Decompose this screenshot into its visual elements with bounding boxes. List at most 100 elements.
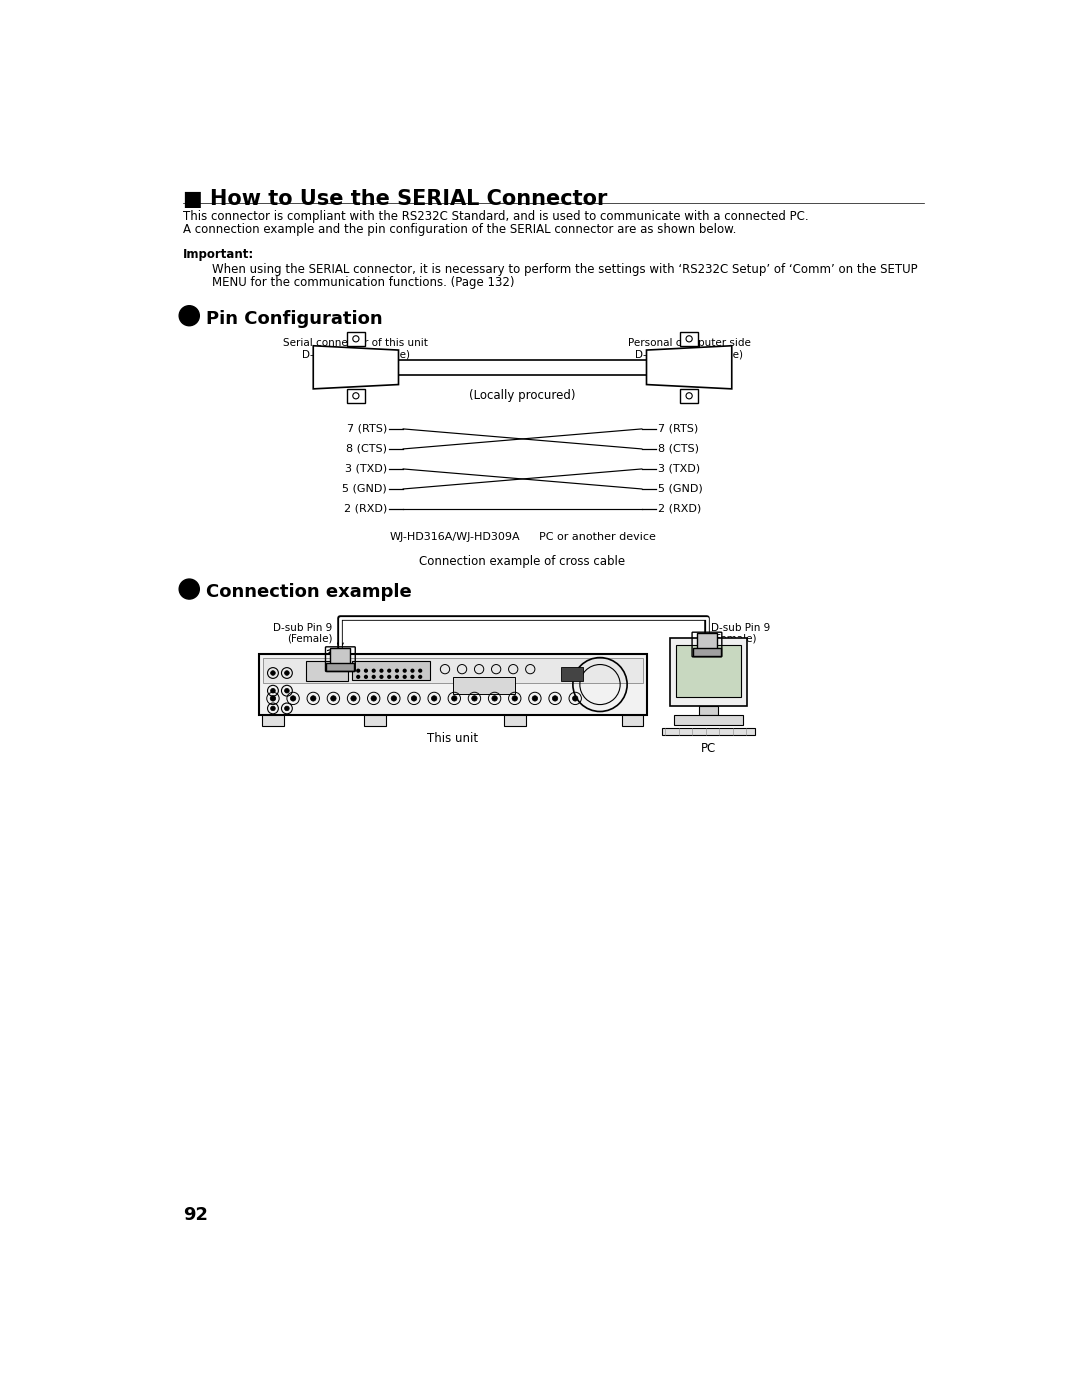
- Bar: [674, 715, 743, 725]
- Circle shape: [271, 688, 275, 693]
- Circle shape: [365, 669, 367, 672]
- Bar: [347, 332, 365, 346]
- Text: ■ How to Use the SERIAL Connector: ■ How to Use the SERIAL Connector: [183, 189, 607, 208]
- Bar: [622, 715, 644, 726]
- Text: This connector is compliant with the RS232C Standard, and is used to communicate: This connector is compliant with the RS2…: [183, 210, 809, 224]
- Text: PC or another device: PC or another device: [539, 532, 656, 541]
- Text: WJ-HD316A/WJ-HD309A: WJ-HD316A/WJ-HD309A: [389, 532, 519, 541]
- Circle shape: [532, 695, 538, 701]
- Text: D-sub Pin 9: D-sub Pin 9: [711, 623, 770, 632]
- Polygon shape: [313, 346, 399, 389]
- Text: A connection example and the pin configuration of the SERIAL connector are as sh: A connection example and the pin configu…: [183, 224, 737, 236]
- Circle shape: [388, 676, 391, 679]
- Circle shape: [284, 670, 289, 676]
- Text: (Locally procured): (Locally procured): [469, 389, 576, 402]
- Text: Connection example of cross cable: Connection example of cross cable: [419, 555, 625, 568]
- Circle shape: [472, 695, 477, 701]
- Circle shape: [270, 695, 275, 701]
- Text: D-sub Pin 9 (Female): D-sub Pin 9 (Female): [635, 350, 743, 360]
- Circle shape: [373, 676, 375, 679]
- Text: When using the SERIAL connector, it is necessary to perform the settings with ‘R: When using the SERIAL connector, it is n…: [213, 263, 918, 276]
- Text: Connection example: Connection example: [206, 583, 413, 602]
- Bar: [347, 389, 365, 403]
- Circle shape: [512, 695, 517, 701]
- Text: MENU for the communication functions. (Page 132): MENU for the communication functions. (P…: [213, 276, 515, 288]
- Bar: [562, 667, 583, 681]
- Bar: [699, 706, 718, 715]
- Bar: [693, 648, 721, 656]
- Circle shape: [411, 695, 417, 701]
- Text: 3 (TXD): 3 (TXD): [658, 464, 700, 474]
- Text: Pin Configuration: Pin Configuration: [206, 309, 383, 327]
- Circle shape: [451, 695, 457, 701]
- Text: 5 (GND): 5 (GND): [658, 484, 703, 494]
- Text: 5 (GND): 5 (GND): [342, 484, 387, 494]
- Circle shape: [330, 695, 336, 701]
- Text: Important:: Important:: [183, 248, 254, 262]
- Bar: [679, 332, 699, 346]
- Text: PC: PC: [701, 741, 716, 754]
- Text: (Female): (Female): [711, 634, 756, 644]
- Bar: [262, 658, 643, 683]
- Circle shape: [271, 706, 275, 711]
- Text: Personal computer side: Personal computer side: [627, 339, 751, 348]
- Text: 3 (TXD): 3 (TXD): [345, 464, 387, 474]
- Bar: [670, 638, 747, 706]
- Text: 7 (RTS): 7 (RTS): [347, 424, 387, 434]
- Bar: [679, 389, 699, 403]
- Text: 2 (RXD): 2 (RXD): [343, 504, 387, 513]
- Text: 2 (RXD): 2 (RXD): [658, 504, 701, 513]
- Circle shape: [372, 695, 377, 701]
- Text: 8 (CTS): 8 (CTS): [346, 443, 387, 453]
- Circle shape: [311, 695, 316, 701]
- Circle shape: [403, 669, 406, 672]
- Bar: [364, 715, 387, 726]
- Bar: [326, 663, 354, 670]
- Circle shape: [179, 579, 200, 599]
- Circle shape: [291, 695, 296, 701]
- Polygon shape: [647, 346, 732, 389]
- Circle shape: [356, 669, 360, 672]
- Bar: [352, 662, 430, 680]
- Text: 92: 92: [183, 1206, 208, 1224]
- Circle shape: [356, 676, 360, 679]
- Text: 8 (CTS): 8 (CTS): [658, 443, 699, 453]
- Circle shape: [391, 695, 396, 701]
- Bar: [676, 645, 741, 697]
- Circle shape: [284, 688, 289, 693]
- Text: D-sub Pin 9 (Female): D-sub Pin 9 (Female): [302, 350, 410, 360]
- Circle shape: [395, 669, 399, 672]
- Text: Serial connector of this unit: Serial connector of this unit: [283, 339, 429, 348]
- Bar: [697, 632, 717, 651]
- Circle shape: [351, 695, 356, 701]
- Bar: [259, 653, 647, 715]
- Circle shape: [373, 669, 375, 672]
- Bar: [453, 677, 515, 694]
- Circle shape: [380, 676, 382, 679]
- Bar: [504, 715, 526, 726]
- Circle shape: [491, 695, 497, 701]
- Bar: [306, 662, 348, 681]
- Bar: [330, 648, 350, 665]
- Circle shape: [365, 676, 367, 679]
- Text: 7 (RTS): 7 (RTS): [658, 424, 699, 434]
- Circle shape: [431, 695, 437, 701]
- Circle shape: [572, 695, 578, 701]
- Circle shape: [411, 676, 414, 679]
- Circle shape: [179, 306, 200, 326]
- Text: This unit: This unit: [428, 732, 478, 746]
- Circle shape: [380, 669, 382, 672]
- Bar: [662, 727, 755, 736]
- Bar: [262, 715, 284, 726]
- Text: D-sub Pin 9: D-sub Pin 9: [273, 623, 333, 632]
- Text: (Female): (Female): [287, 634, 333, 644]
- Circle shape: [271, 670, 275, 676]
- Circle shape: [552, 695, 557, 701]
- Circle shape: [411, 669, 414, 672]
- Circle shape: [284, 706, 289, 711]
- Circle shape: [395, 676, 399, 679]
- Circle shape: [419, 669, 421, 672]
- Circle shape: [419, 676, 421, 679]
- Circle shape: [388, 669, 391, 672]
- Circle shape: [403, 676, 406, 679]
